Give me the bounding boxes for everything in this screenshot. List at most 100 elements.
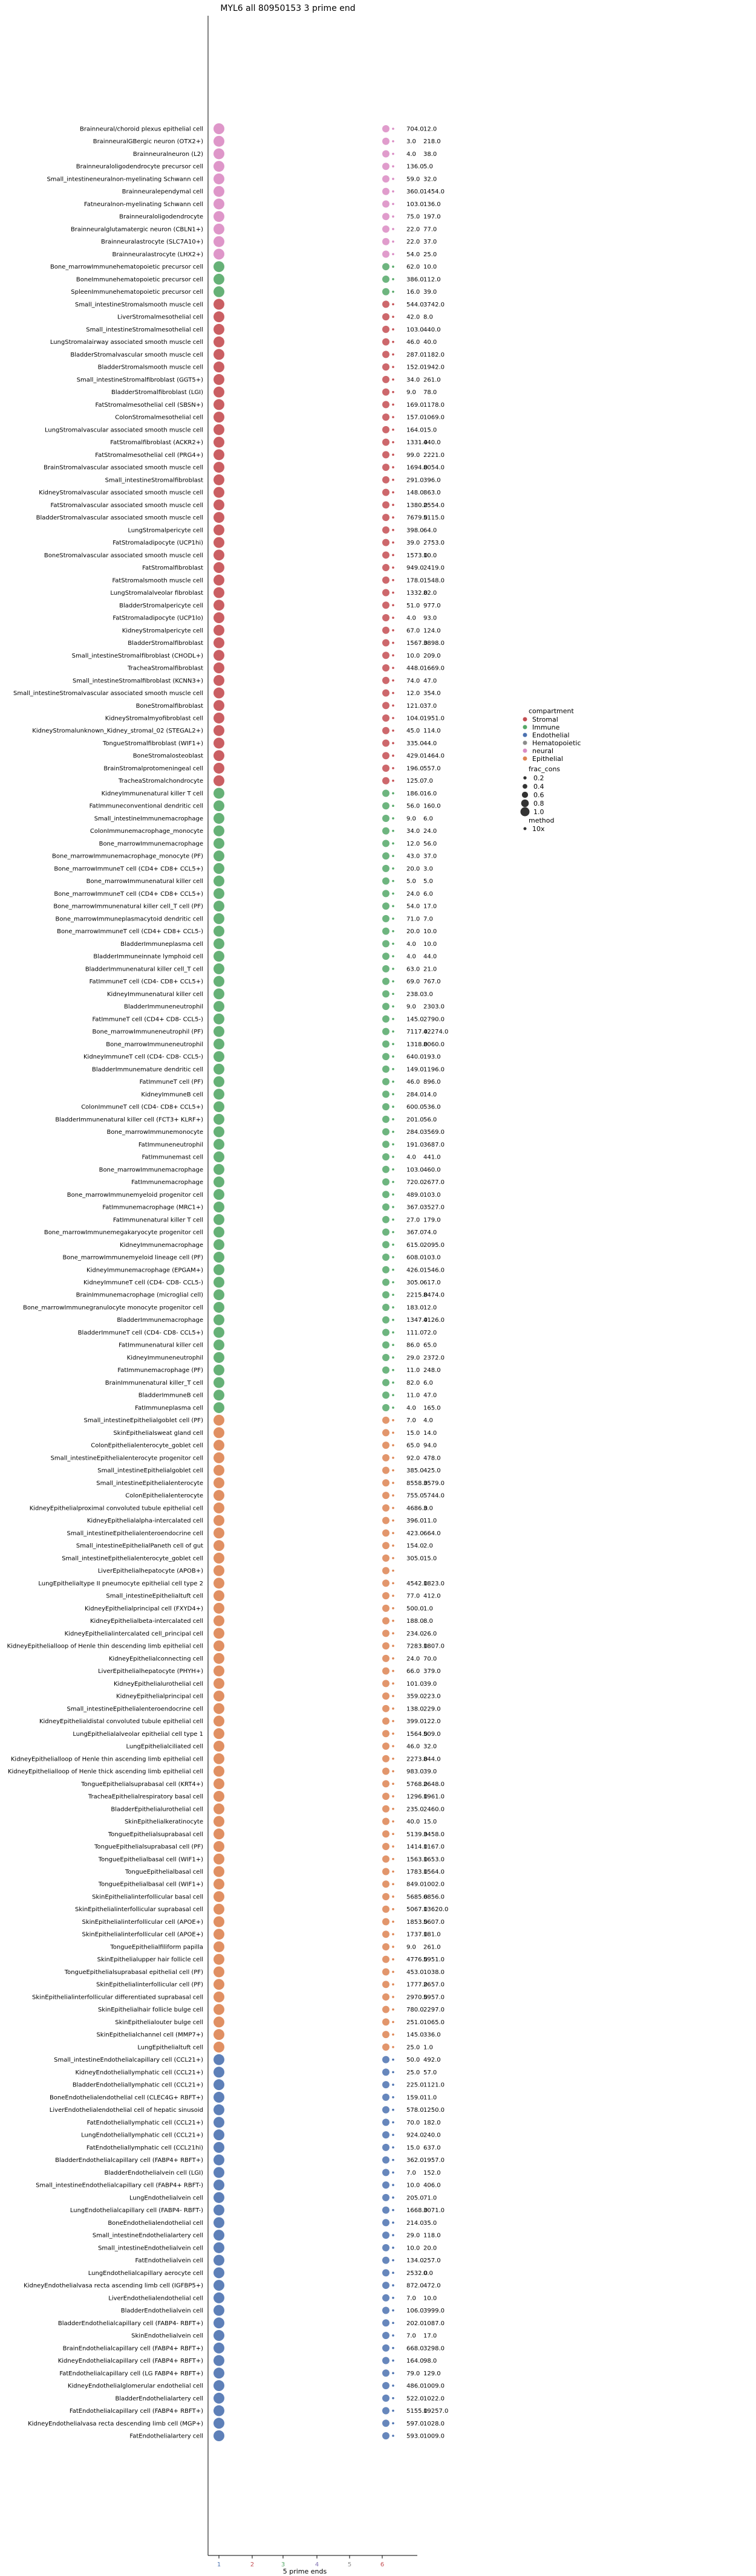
point-5prime-1: [213, 1364, 224, 1376]
y-tick-label: Small_intestineStromalfibroblast (CHODL+…: [72, 653, 203, 659]
y-tick-label: TracheaEpithelialrespiratory basal cell: [88, 1794, 203, 1801]
point-5prime-1: [213, 1001, 224, 1012]
point-minor: [392, 190, 394, 193]
point-5prime-6: [382, 288, 389, 296]
point-5prime-6: [382, 2193, 389, 2201]
count-label: 39.0: [423, 289, 437, 296]
count-label: 14.0: [423, 1092, 437, 1098]
point-minor: [392, 2422, 394, 2425]
point-5prime-6: [382, 187, 389, 195]
count-label: 45.0: [406, 728, 420, 734]
count-label: 209.0: [423, 653, 441, 659]
point-5prime-6: [382, 514, 389, 522]
point-5prime-1: [213, 1703, 224, 1714]
point-minor: [392, 1356, 394, 1359]
count-label: 360.0: [406, 189, 424, 195]
count-label: 9.0: [406, 389, 416, 396]
point-5prime-1: [213, 662, 224, 674]
point-minor: [392, 1381, 394, 1384]
count-label: 229.0: [423, 1706, 441, 1712]
point-5prime-1: [213, 2154, 224, 2166]
y-tick-label: BladderImmuneT cell (CD4- CD8- CCL5+): [78, 1330, 204, 1336]
point-5prime-6: [382, 2319, 389, 2327]
y-tick-label: KidneyEpithelialalpha-intercalated cell: [87, 1518, 203, 1524]
point-5prime-6: [382, 739, 389, 747]
point-5prime-1: [213, 1866, 224, 1877]
count-label: 460.0: [423, 1167, 441, 1173]
point-5prime-1: [213, 462, 224, 473]
y-tick-label: LungEndothelialcapillary cell (FABP4- RB…: [70, 2207, 203, 2214]
y-tick-label: BrainStromalprotomeningeal cell: [103, 765, 203, 772]
point-minor: [392, 2008, 394, 2011]
point-minor: [392, 2096, 394, 2099]
count-label: 386.0: [406, 276, 424, 283]
point-minor: [392, 1206, 394, 1208]
count-label: 2303.0: [423, 1004, 445, 1011]
point-5prime-6: [382, 564, 389, 572]
count-label: 362.0: [406, 2157, 424, 2164]
count-label: 11.0: [423, 2094, 437, 2101]
point-5prime-6: [382, 1303, 389, 1311]
point-5prime-6: [382, 1604, 389, 1612]
point-5prime-6: [382, 2005, 389, 2013]
y-tick-label: Brainneuralastrocyte (LHX2+): [112, 251, 204, 258]
point-minor: [392, 641, 394, 644]
y-tick-label: BladderStromalpericyte cell: [119, 603, 203, 609]
count-label: 24.0: [423, 828, 437, 835]
y-tick-label: Bone_marrowImmuneneutrophil: [106, 1041, 203, 1048]
point-5prime-1: [213, 825, 224, 837]
point-minor: [392, 529, 394, 531]
point-5prime-6: [382, 1178, 389, 1186]
y-tick-label: Bone_marrowImmuneplasmacytoid dendritic …: [56, 916, 203, 922]
count-label: 35.0: [423, 2220, 437, 2227]
count-label: 10.0: [406, 2245, 420, 2251]
point-5prime-1: [213, 1728, 224, 1739]
point-minor: [392, 1168, 394, 1171]
y-tick-label: FatStromalvascular associated smooth mus…: [51, 502, 204, 509]
point-5prime-6: [382, 2382, 389, 2390]
point-5prime-6: [382, 1165, 389, 1173]
y-tick-label: FatImmuneconventional dendritic cell: [90, 803, 203, 810]
legend-entry: Epithelial: [532, 755, 563, 763]
count-label: 10.0: [423, 2295, 437, 2302]
point-5prime-1: [213, 2242, 224, 2253]
count-label: 103.0: [423, 1255, 441, 1261]
y-tick-label: FatImmunemacrophage: [131, 1179, 203, 1186]
x-tick-label: 2: [250, 2561, 254, 2568]
count-label: 164.0: [406, 2358, 424, 2364]
point-5prime-1: [213, 1252, 224, 1263]
point-minor: [392, 1619, 394, 1622]
count-label: 849.0: [406, 1882, 424, 1888]
point-minor: [392, 980, 394, 983]
count-label: 429.0: [406, 753, 424, 760]
point-5prime-6: [382, 1416, 389, 1424]
point-5prime-1: [213, 1351, 224, 1363]
point-minor: [392, 253, 394, 256]
point-5prime-6: [382, 576, 389, 584]
point-5prime-6: [382, 1743, 389, 1750]
count-label: 3.0: [406, 138, 416, 145]
point-minor: [392, 479, 394, 481]
count-label: 7283.0: [406, 1643, 428, 1650]
point-minor: [392, 1331, 394, 1334]
y-tick-label: FatEndothelialvein cell: [135, 2257, 203, 2264]
point-5prime-6: [382, 1215, 389, 1223]
point-5prime-1: [213, 2254, 224, 2266]
point-5prime-1: [213, 1527, 224, 1539]
count-label: 4542.0: [406, 1581, 428, 1587]
point-5prime-6: [382, 263, 389, 271]
y-tick-label: BladderImmunemacrophage: [117, 1317, 203, 1324]
y-tick-label: BrainneuralGBergic neuron (OTX2+): [93, 138, 203, 145]
point-5prime-6: [382, 2419, 389, 2427]
count-label: 103.0: [406, 326, 424, 333]
point-minor: [392, 1682, 394, 1685]
point-5prime-6: [382, 438, 389, 446]
y-tick-label: Bone_marrowImmunemyeloid lineage cell (P…: [62, 1255, 203, 1261]
count-label: 205.0: [406, 2195, 424, 2201]
legend-swatch: [523, 740, 527, 745]
count-label: 1777.0: [406, 1982, 428, 1989]
point-5prime-6: [382, 2407, 389, 2415]
count-label: 335.0: [406, 740, 424, 747]
point-minor: [392, 1105, 394, 1108]
point-minor: [392, 729, 394, 732]
